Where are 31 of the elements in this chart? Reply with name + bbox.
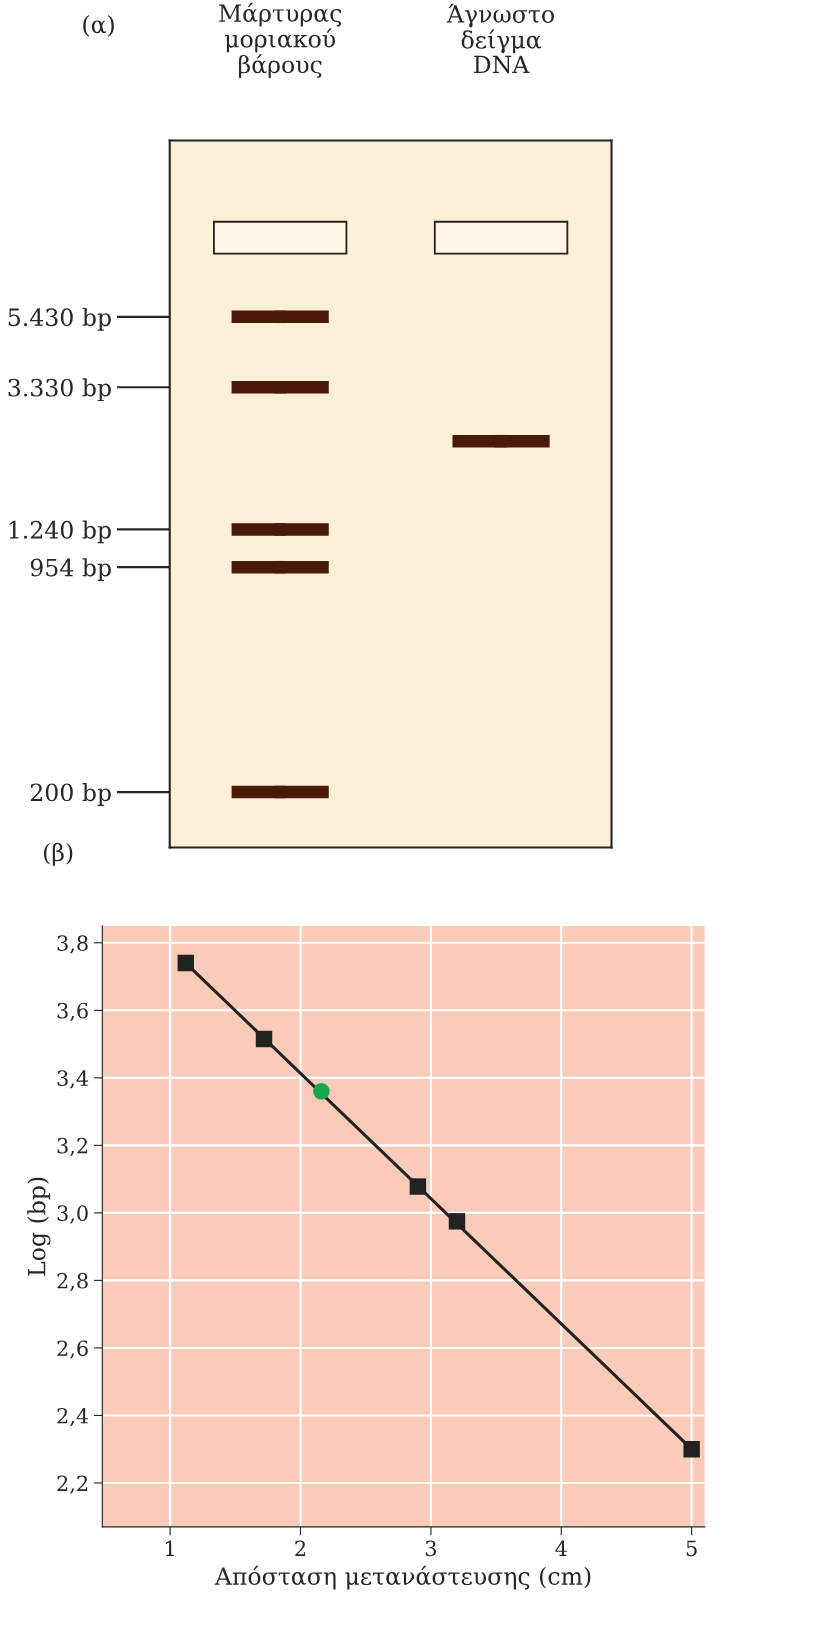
y-tick-label: 1.240 bp: [9, 520, 111, 544]
point: [177, 954, 194, 972]
x-tick-label: 2: [295, 1540, 306, 1556]
x-tick-label: 5: [686, 1540, 697, 1557]
point: [255, 1030, 273, 1048]
y-tick-label: 3,0: [57, 1205, 88, 1224]
y-tick-label: 200 bp: [30, 783, 111, 806]
chart-title: (α): [83, 15, 114, 37]
x-tick-label: 3: [425, 1540, 436, 1557]
point: [313, 1083, 330, 1100]
y-tick-label: 3,4: [57, 1070, 89, 1089]
point: [448, 1213, 466, 1230]
point: [409, 1178, 427, 1195]
y-tick-label: 3,2: [57, 1137, 88, 1157]
y-axis-title: Log (bp): [27, 1177, 51, 1276]
chart-title: (β): [43, 842, 73, 866]
y-tick-label: 3,8: [57, 935, 88, 954]
y-tick-label: 5.430 bp: [8, 307, 111, 331]
y-tick-label: 2,8: [57, 1272, 88, 1292]
x-tick-label: Μάρτυρας μοριακού βάρους: [219, 2, 342, 78]
y-tick-label: 2,2: [57, 1475, 88, 1494]
x-tick-label: Άγνωστο δείγμα DNA: [446, 3, 554, 74]
y-tick-label: 2,4: [57, 1407, 89, 1427]
y-tick-label: 3.330 bp: [8, 378, 111, 402]
y-tick-label: 3,6: [57, 1002, 88, 1022]
x-tick-label: 1: [166, 1540, 174, 1556]
y-tick-label: 954 bp: [30, 558, 111, 582]
x-tick-label: 4: [555, 1540, 567, 1556]
point: [683, 1440, 700, 1458]
x-axis-title: Απόσταση μετανάστευσης (cm): [214, 1565, 591, 1590]
y-tick-label: 2,6: [57, 1340, 88, 1359]
